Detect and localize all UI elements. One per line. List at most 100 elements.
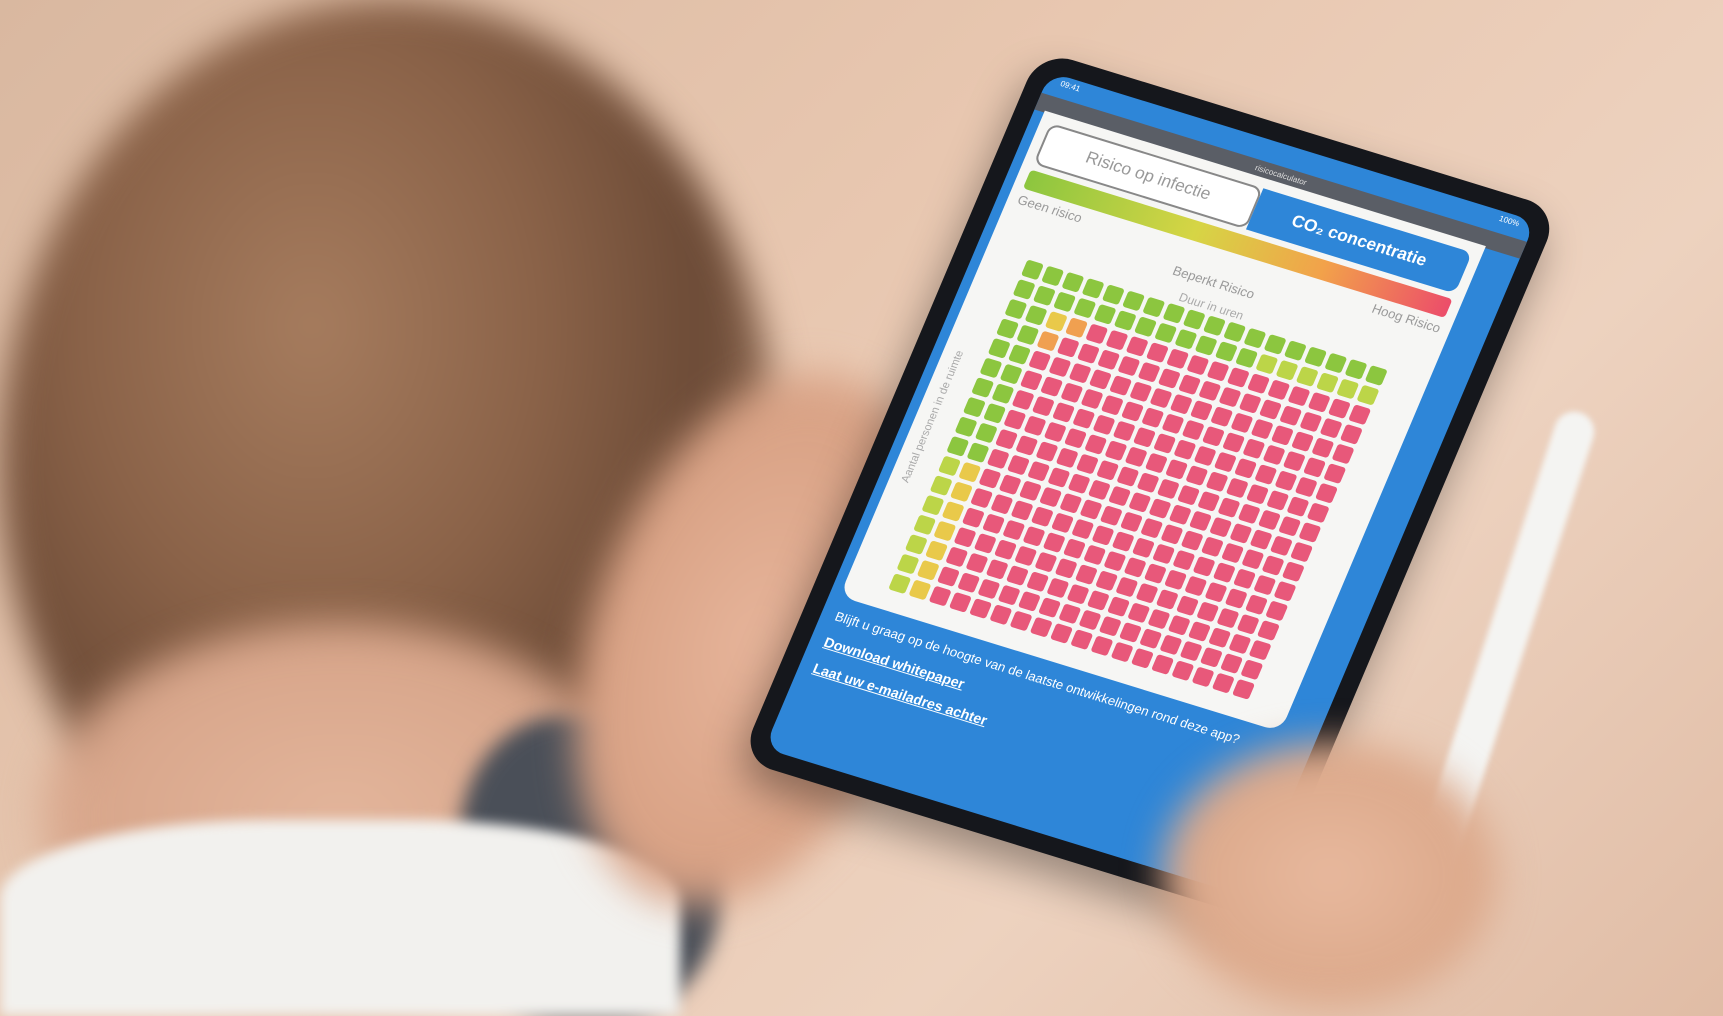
risk-cell: [1144, 452, 1168, 474]
risk-cell: [1043, 421, 1067, 443]
risk-cell: [1017, 590, 1041, 612]
risk-cell: [1253, 574, 1277, 596]
risk-cell: [1075, 453, 1099, 475]
risk-cell: [983, 402, 1007, 424]
risk-cell: [1092, 414, 1116, 436]
risk-cell: [936, 566, 961, 587]
risk-cell: [965, 552, 989, 574]
risk-cell: [1278, 515, 1302, 537]
risk-cell: [1185, 465, 1209, 486]
risk-cell: [1006, 454, 1031, 476]
risk-cell: [974, 422, 998, 444]
risk-cell: [1282, 450, 1306, 472]
risk-cell: [1111, 531, 1135, 552]
risk-cell: [1086, 589, 1110, 611]
risk-cell: [1100, 394, 1124, 416]
risk-cell: [1132, 426, 1157, 448]
risk-cell: [1061, 271, 1085, 293]
risk-cell: [1107, 596, 1131, 618]
risk-cell: [997, 584, 1021, 606]
risk-cell: [1180, 530, 1204, 552]
risk-cell: [1222, 432, 1246, 453]
risk-cell: [1283, 340, 1307, 362]
risk-cell: [908, 579, 932, 601]
risk-cell: [1041, 265, 1065, 287]
risk-cell: [1273, 580, 1297, 602]
risk-cell: [1063, 427, 1088, 449]
risk-cell: [1287, 385, 1311, 407]
risk-cell: [1104, 440, 1128, 462]
risk-cell: [1255, 353, 1279, 375]
risk-cell: [999, 363, 1023, 385]
risk-cell: [1012, 279, 1036, 300]
risk-cell: [937, 455, 962, 477]
risk-cell: [1295, 366, 1319, 387]
risk-cell: [1027, 460, 1051, 482]
risk-cell: [1079, 499, 1103, 520]
risk-cell: [1093, 303, 1117, 325]
risk-cell: [1076, 343, 1100, 365]
risk-cell: [896, 553, 920, 575]
risk-cell: [1344, 358, 1368, 380]
risk-cell: [1171, 660, 1195, 682]
risk-cell: [1123, 556, 1147, 578]
risk-cell: [1265, 600, 1289, 622]
risk-cell: [1116, 466, 1140, 487]
risk-cell: [1192, 555, 1216, 577]
risk-cell: [1336, 378, 1360, 400]
risk-cell: [1058, 603, 1082, 625]
risk-cell: [1064, 317, 1089, 339]
risk-cell: [1189, 400, 1214, 421]
risk-cell: [1009, 610, 1033, 632]
risk-cell: [1161, 413, 1185, 435]
risk-cell: [1010, 500, 1034, 521]
risk-cell: [1291, 431, 1315, 452]
risk-cell: [1290, 541, 1314, 563]
risk-cell: [1124, 446, 1148, 468]
risk-cell: [1105, 329, 1129, 351]
risk-cell: [904, 533, 928, 555]
risk-cell: [1201, 425, 1225, 447]
risk-cell: [929, 475, 953, 497]
status-battery: 100%: [1497, 213, 1521, 229]
risk-cell: [1066, 583, 1090, 605]
risk-cell: [1311, 437, 1335, 459]
risk-cell: [1275, 359, 1299, 381]
risk-cell: [1179, 640, 1203, 662]
risk-cell: [1062, 538, 1087, 560]
risk-cell: [993, 539, 1018, 561]
risk-cell: [1224, 587, 1248, 609]
risk-cell: [1331, 443, 1355, 465]
risk-cell: [1068, 362, 1092, 384]
risk-cell: [1258, 399, 1283, 420]
risk-cell: [1140, 517, 1164, 539]
risk-cell: [1139, 628, 1163, 650]
risk-cell: [1049, 622, 1074, 644]
risk-cell: [1200, 536, 1224, 558]
risk-cell: [1274, 470, 1298, 492]
risk-cell: [1240, 659, 1264, 681]
risk-cell: [1168, 504, 1192, 526]
risk-cell: [1356, 384, 1380, 406]
risk-cell: [1085, 323, 1109, 345]
risk-cell: [1142, 296, 1166, 318]
risk-cell: [1022, 525, 1046, 547]
risk-cell: [1218, 386, 1242, 408]
risk-cell: [1269, 535, 1293, 557]
risk-cell: [1199, 646, 1223, 668]
risk-cell: [1014, 545, 1038, 567]
risk-cell: [982, 513, 1006, 535]
risk-cell: [1117, 355, 1141, 377]
risk-cell: [1151, 654, 1175, 675]
risk-cell: [953, 526, 977, 548]
risk-cell: [1188, 510, 1213, 532]
risk-cell: [987, 337, 1011, 359]
risk-cell: [1210, 406, 1234, 428]
risk-cell: [1081, 278, 1105, 299]
risk-cell: [1073, 297, 1097, 319]
risk-cell: [1052, 401, 1076, 423]
risk-cell: [1005, 565, 1029, 586]
risk-cell: [1250, 418, 1274, 440]
risk-cell: [989, 604, 1013, 626]
risk-cell: [1050, 512, 1075, 534]
